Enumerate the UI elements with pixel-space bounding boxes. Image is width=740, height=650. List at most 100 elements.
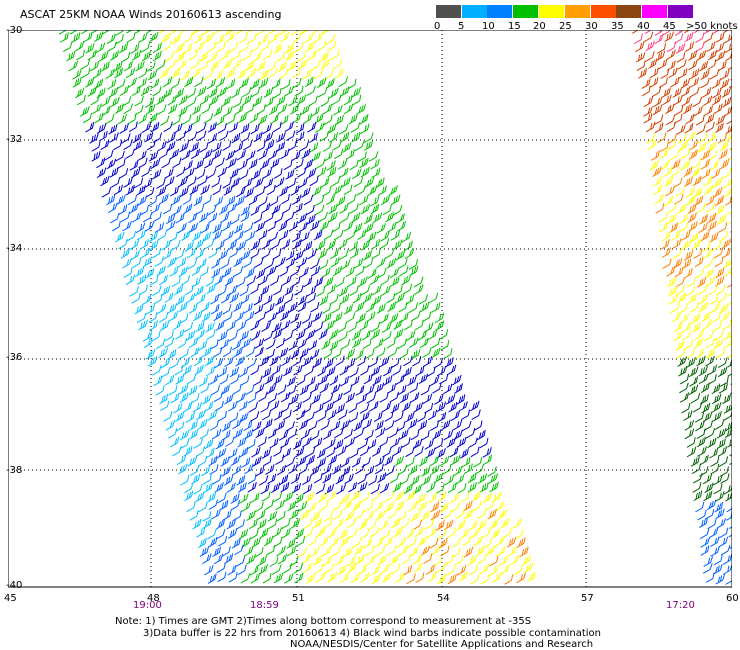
wind-barb [138,67,148,79]
wind-barb [303,113,313,124]
wind-barb [228,42,239,53]
wind-barb [317,411,327,422]
wind-barb [705,113,715,124]
wind-barb [245,346,256,358]
wind-barb [163,87,173,99]
wind-barb [713,564,723,575]
wind-barb [92,30,99,34]
wind-barb [330,256,340,268]
wind-barb [691,322,701,333]
wind-barb [158,274,168,286]
wind-barb [685,348,696,359]
wind-barb [702,473,713,485]
wind-barb [203,69,214,81]
wind-barb [229,168,239,179]
lon-label-54: 54 [437,593,450,604]
wind-barb [299,140,309,152]
wind-barb [358,564,367,575]
wind-barb [288,428,297,440]
wind-barb [698,365,708,377]
wind-barb [211,428,222,440]
wind-barb [430,509,441,521]
wind-barb [651,86,662,98]
wind-barb [262,123,272,135]
wind-barb [701,311,711,322]
wind-barb [678,68,688,79]
wind-barb [423,553,433,564]
wind-barb [303,518,313,530]
wind-barb [181,230,191,241]
wind-barb [226,68,236,79]
wind-barb [401,401,412,412]
wind-barb [684,122,694,134]
wind-barb [635,41,645,53]
wind-barb [273,410,283,421]
wind-barb [179,313,189,324]
wind-barb [284,285,294,296]
wind-barb [374,456,385,468]
wind-barb [281,239,291,250]
wind-barb [273,168,283,179]
wind-barb [483,454,492,466]
wind-barb [398,301,408,313]
wind-barb [256,268,266,279]
wind-barb [284,211,295,223]
wind-barb [399,265,409,277]
wind-barb [314,321,324,333]
wind-barb [358,438,369,450]
wind-barb [200,222,210,234]
wind-barb [245,60,255,72]
wind-barb [724,428,732,438]
wind-barb [196,293,206,305]
wind-barb [279,230,289,241]
wind-barb [711,393,722,405]
wind-barb [281,79,291,90]
wind-barb [392,365,402,376]
wind-barb [360,123,370,135]
wind-barb [641,85,651,97]
wind-barb [148,231,158,243]
wind-barb [360,411,370,422]
wind-barb [101,96,111,107]
wind-barb [138,157,148,169]
wind-barb [351,457,361,468]
wind-barb [313,32,323,43]
wind-barb [230,493,240,504]
wind-barb [255,427,265,439]
wind-barb [320,419,330,431]
wind-barb [188,212,198,224]
wind-barb [198,418,208,430]
wind-barb [300,104,311,116]
wind-barb [700,149,711,161]
wind-barb [664,195,674,207]
wind-barb [514,529,524,540]
wind-barb [460,409,471,420]
wind-barb [290,313,300,324]
wind-barb [356,312,366,324]
wind-barb [306,446,316,458]
wind-barb [238,528,249,540]
time-label-1720: 17:20 [666,600,695,611]
wind-barb [206,329,216,340]
wind-barb [313,230,323,241]
wind-barb [229,366,240,378]
wind-barb [199,546,210,557]
wind-barb [443,429,454,441]
wind-barb [715,32,725,43]
wind-barb [713,554,723,566]
wind-barb [708,527,719,539]
wind-barb [661,247,672,259]
wind-barb [256,311,266,323]
wind-barb [304,527,313,538]
wind-barb [479,437,489,449]
wind-barb [707,364,717,376]
wind-barb [683,410,693,421]
wind-barb [145,349,156,360]
wind-barb [199,266,209,277]
wind-barb [698,301,708,313]
wind-barb [377,185,387,196]
wind-barb [202,518,212,529]
wind-barb [258,274,269,286]
wind-barb [152,365,162,376]
wind-barb [337,564,347,576]
